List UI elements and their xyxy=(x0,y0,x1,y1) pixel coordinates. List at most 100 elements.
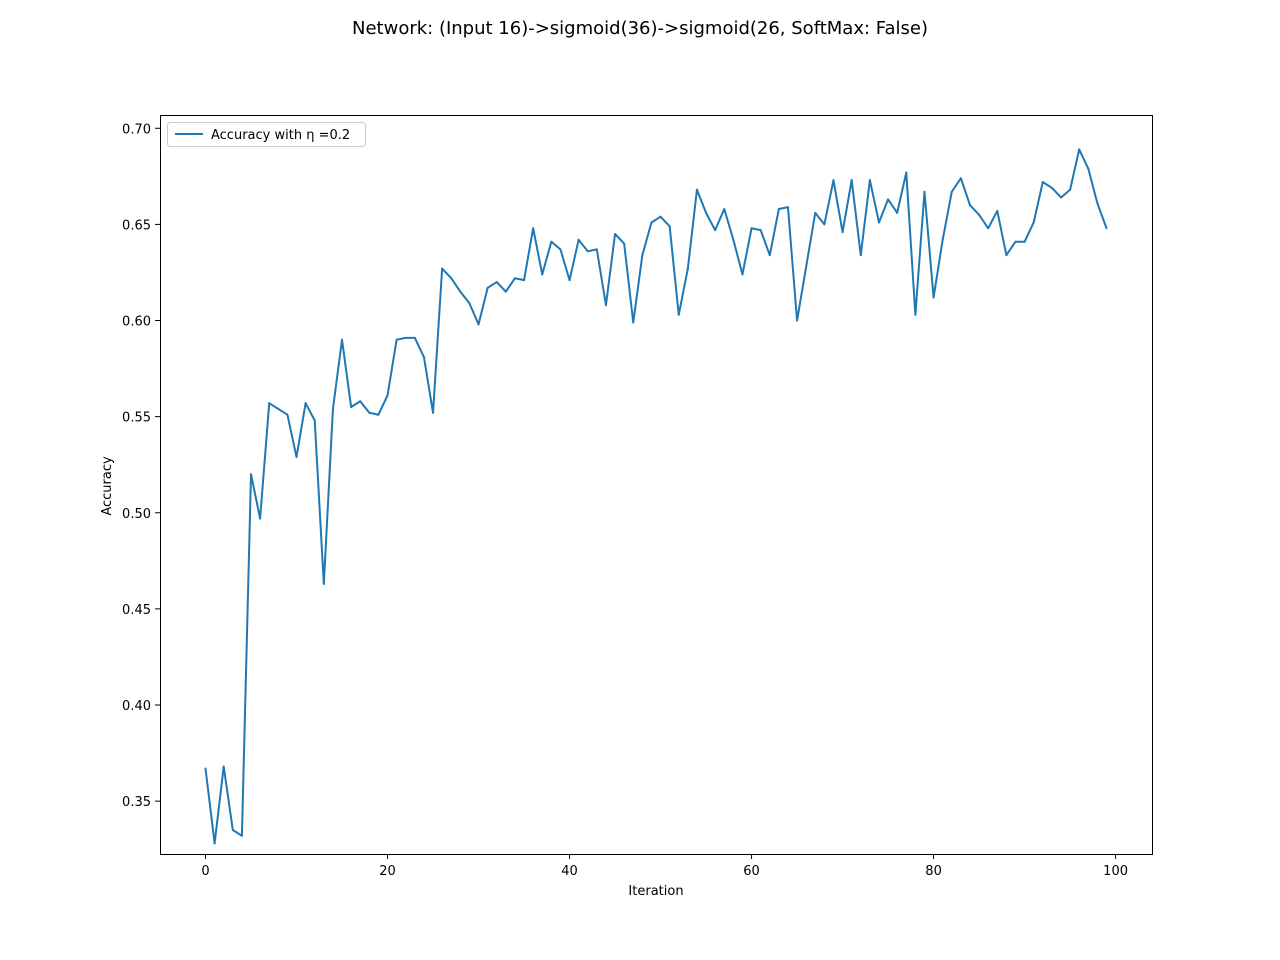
data-point xyxy=(259,517,262,520)
y-tick-label: 0.35 xyxy=(122,795,151,810)
data-point xyxy=(978,213,981,216)
data-point xyxy=(996,209,999,212)
data-point xyxy=(231,828,234,831)
y-axis: 0.35 0.40 0.45 0.50 0.55 0.60 0.65 0.70 xyxy=(122,122,160,810)
data-point xyxy=(341,338,344,341)
data-point xyxy=(1059,196,1062,199)
data-point xyxy=(896,211,899,214)
data-point xyxy=(768,254,771,257)
data-point xyxy=(1050,186,1053,189)
data-point xyxy=(1005,254,1008,257)
accuracy-series-line xyxy=(204,148,1108,845)
data-point xyxy=(650,221,653,224)
data-point xyxy=(686,267,689,270)
data-point xyxy=(304,402,307,405)
data-point xyxy=(295,456,298,459)
data-point xyxy=(240,834,243,837)
data-point xyxy=(222,765,225,768)
legend-label: Accuracy with η =0.2 xyxy=(211,128,350,143)
x-axis: 0 20 40 60 80 100 xyxy=(201,854,1128,879)
data-point xyxy=(422,356,425,359)
data-point xyxy=(623,242,626,245)
data-point xyxy=(486,286,489,289)
data-point xyxy=(359,400,362,403)
data-point xyxy=(641,254,644,257)
data-point xyxy=(1032,221,1035,224)
data-point xyxy=(268,402,271,405)
data-point xyxy=(987,227,990,230)
data-point xyxy=(204,767,207,770)
data-point xyxy=(532,227,535,230)
data-point xyxy=(1014,240,1017,243)
plot-area-frame xyxy=(160,115,1153,855)
y-axis-title: Accuracy xyxy=(100,456,115,516)
data-point xyxy=(659,215,662,218)
data-point xyxy=(796,319,799,322)
data-point xyxy=(432,411,435,414)
data-point xyxy=(550,240,553,243)
data-point xyxy=(450,277,453,280)
data-point xyxy=(1096,202,1099,205)
data-point xyxy=(750,227,753,230)
data-point xyxy=(959,177,962,180)
legend-box xyxy=(167,122,366,147)
y-tick-label: 0.60 xyxy=(122,315,151,330)
data-point xyxy=(905,171,908,174)
data-point xyxy=(604,304,607,307)
chart-title: Network: (Input 16)->sigmoid(36)->sigmoi… xyxy=(352,18,928,39)
data-point xyxy=(568,279,571,282)
x-axis-title: Iteration xyxy=(628,884,683,899)
data-point xyxy=(213,842,216,845)
series-layer xyxy=(204,148,1108,845)
data-point xyxy=(286,413,289,416)
x-tick-label: 80 xyxy=(925,864,942,879)
x-tick-label: 60 xyxy=(743,864,760,879)
x-tick-label: 100 xyxy=(1103,864,1128,879)
data-point xyxy=(932,296,935,299)
data-point xyxy=(732,238,735,241)
y-tick-label: 0.70 xyxy=(122,122,151,137)
data-point xyxy=(677,313,680,316)
data-point xyxy=(404,336,407,339)
x-tick-label: 20 xyxy=(379,864,396,879)
data-point xyxy=(595,248,598,251)
data-point xyxy=(632,321,635,324)
data-point xyxy=(841,231,844,234)
data-point xyxy=(914,313,917,316)
data-point xyxy=(523,279,526,282)
data-point xyxy=(941,238,944,241)
data-point xyxy=(805,265,808,268)
data-point xyxy=(459,290,462,293)
data-point xyxy=(350,406,353,409)
data-point xyxy=(504,290,507,293)
data-point xyxy=(723,208,726,211)
data-point xyxy=(832,179,835,182)
data-point xyxy=(823,223,826,226)
x-tick-label: 40 xyxy=(561,864,578,879)
data-point xyxy=(695,188,698,191)
data-point xyxy=(1078,148,1081,151)
data-point xyxy=(668,225,671,228)
data-point xyxy=(814,211,817,214)
data-point xyxy=(541,273,544,276)
data-point xyxy=(468,302,471,305)
data-point xyxy=(413,336,416,339)
data-point xyxy=(759,229,762,232)
data-point xyxy=(614,233,617,235)
data-point xyxy=(577,238,580,241)
data-point xyxy=(950,190,953,193)
data-point xyxy=(1069,188,1072,191)
data-point xyxy=(877,221,880,224)
data-point xyxy=(477,323,480,326)
data-point xyxy=(513,277,516,280)
data-point xyxy=(313,419,316,422)
data-point xyxy=(1023,240,1026,243)
legend: Accuracy with η =0.2 xyxy=(167,122,366,147)
data-point xyxy=(859,254,862,257)
data-point xyxy=(923,190,926,193)
x-tick-label: 0 xyxy=(201,864,209,879)
data-point xyxy=(887,198,890,201)
y-tick-label: 0.40 xyxy=(122,699,151,714)
